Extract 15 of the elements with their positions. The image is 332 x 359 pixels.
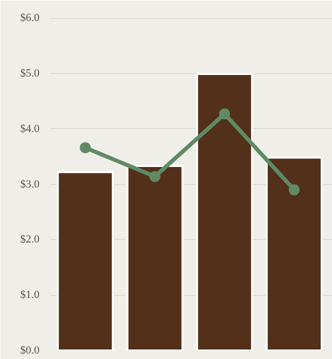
point: [219, 108, 230, 120]
bar: [56, 171, 114, 350]
bar: [126, 164, 184, 350]
y-tick-label: $6.0: [20, 12, 40, 24]
y-tick-label: $2.0: [20, 234, 40, 246]
point: [80, 142, 91, 154]
y-tick-label: $4.0: [20, 122, 40, 135]
bar: [196, 73, 254, 350]
y-tick-label: $0.0: [20, 344, 40, 356]
point: [288, 184, 300, 196]
point: [149, 171, 160, 182]
y-tick-label: $1.0: [20, 289, 40, 302]
y-tick-label: $3.0: [20, 178, 40, 190]
y-tick-label: $5.0: [20, 67, 40, 80]
bar: [266, 156, 323, 350]
